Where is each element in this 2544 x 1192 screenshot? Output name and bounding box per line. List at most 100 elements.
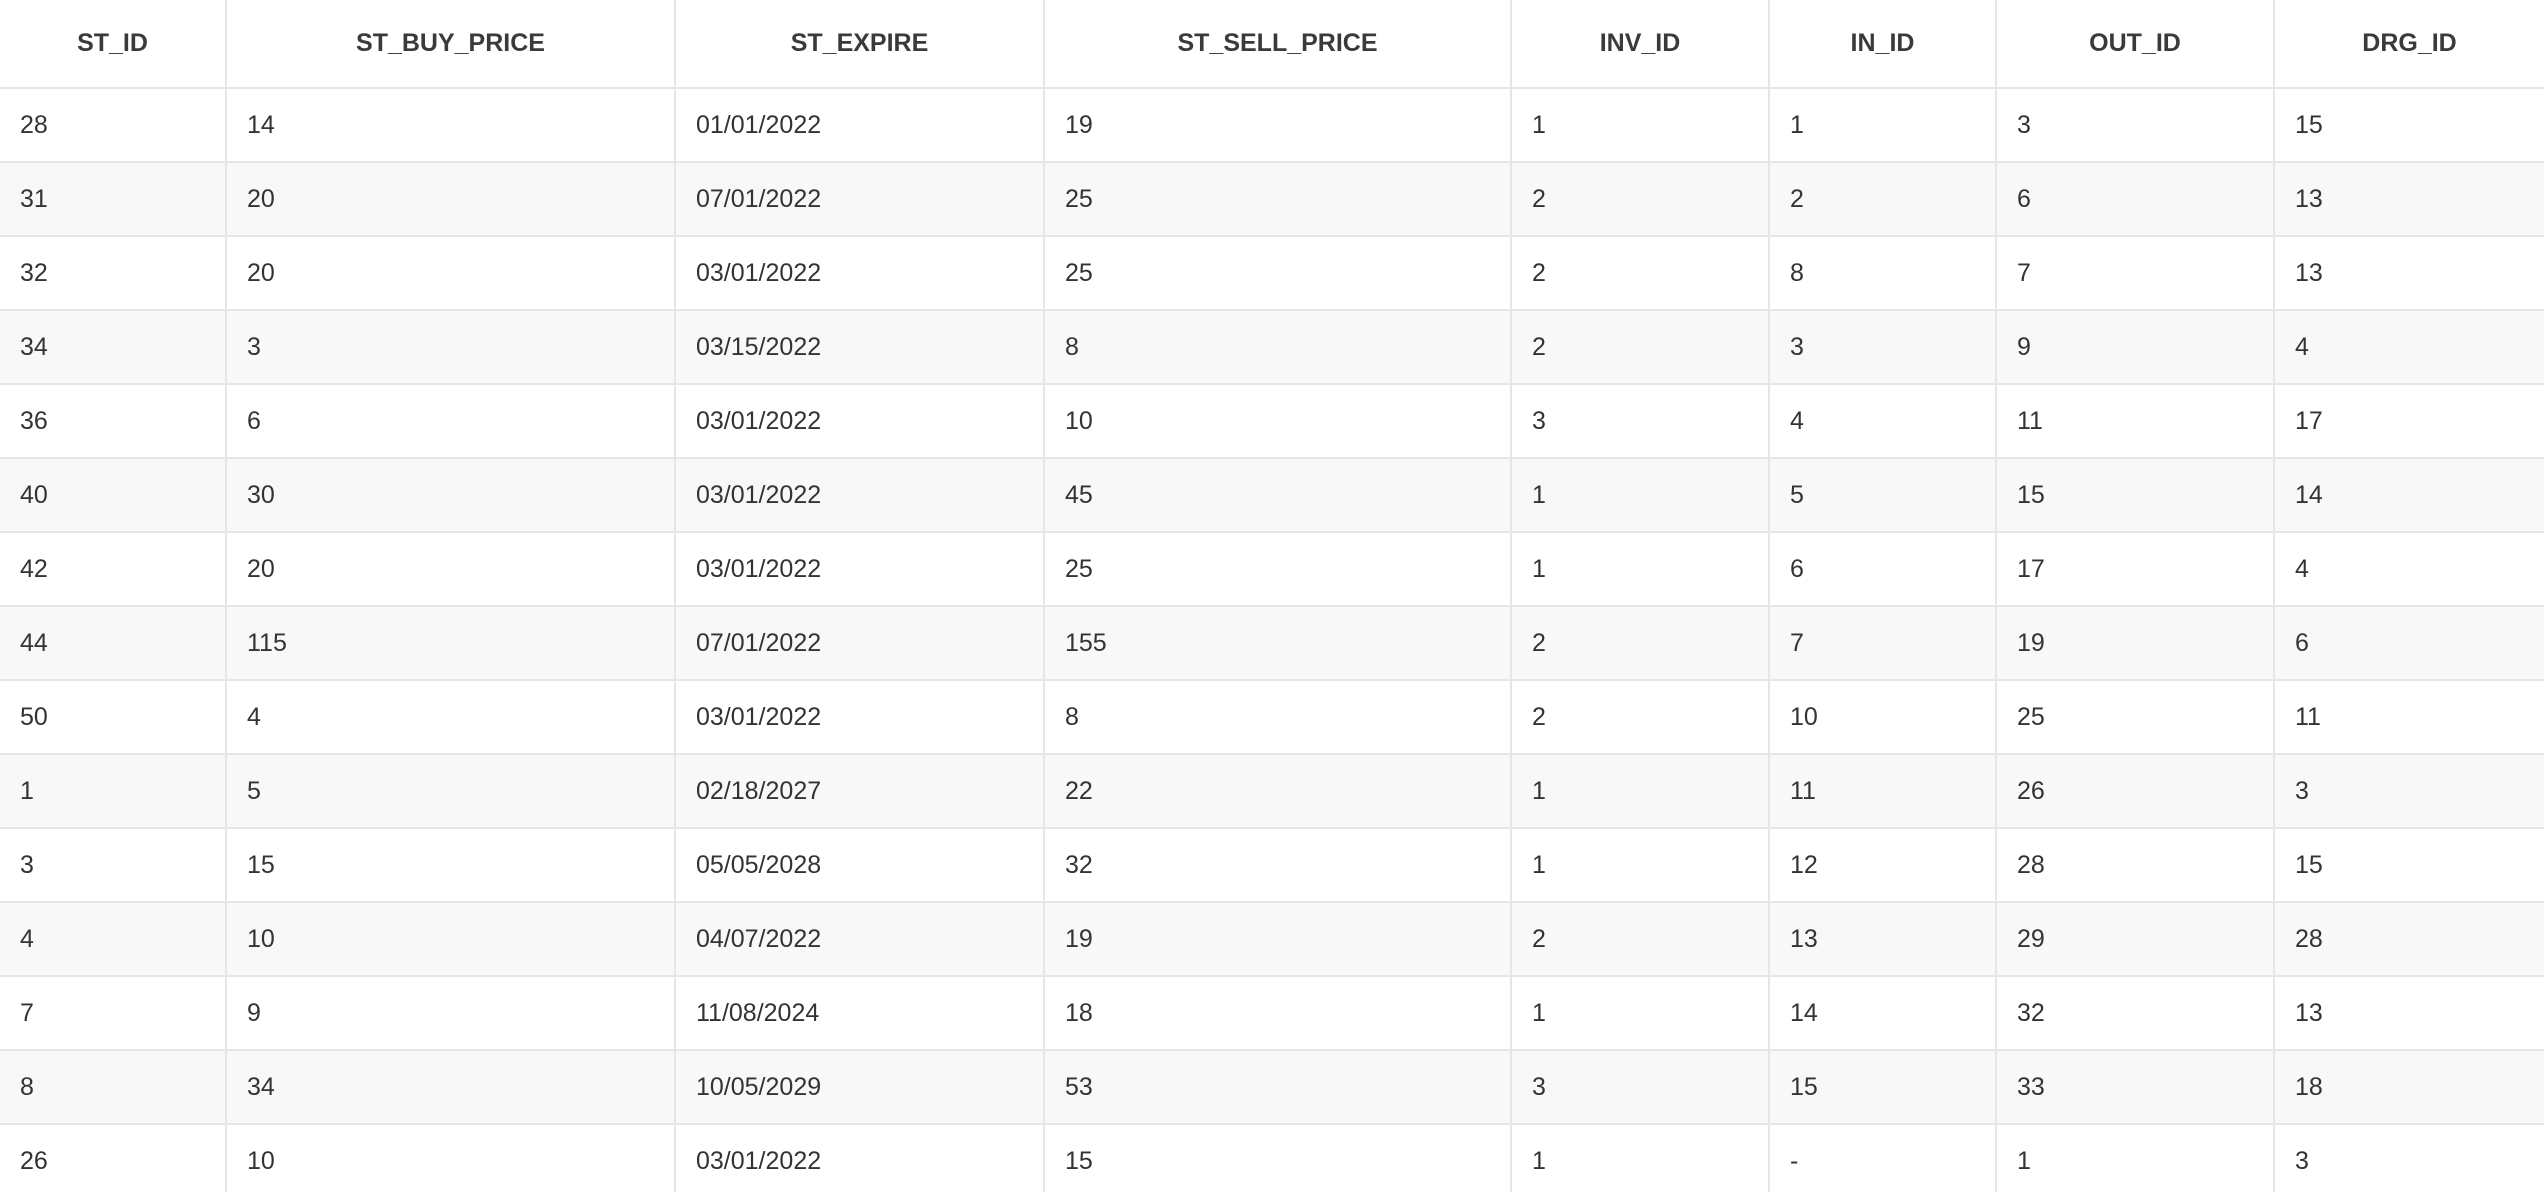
cell-inv-id[interactable]: 2 (1511, 606, 1770, 681)
cell-st-sell-price[interactable]: 25 (1044, 532, 1512, 607)
cell-st-expire[interactable]: 01/01/2022 (675, 88, 1045, 163)
cell-out-id[interactable]: 6 (1996, 162, 2275, 237)
cell-drg-id[interactable]: 17 (2274, 384, 2544, 459)
cell-in-id[interactable]: 15 (1769, 1050, 1997, 1125)
table-row[interactable]: 42 20 03/01/2022 25 1 6 17 4 (0, 532, 2544, 607)
cell-st-sell-price[interactable]: 53 (1044, 1050, 1512, 1125)
table-row[interactable]: 44 115 07/01/2022 155 2 7 19 6 (0, 606, 2544, 681)
cell-st-id[interactable]: 26 (0, 1124, 227, 1192)
cell-st-sell-price[interactable]: 45 (1044, 458, 1512, 533)
cell-st-expire[interactable]: 02/18/2027 (675, 754, 1045, 829)
cell-st-sell-price[interactable]: 22 (1044, 754, 1512, 829)
cell-st-expire[interactable]: 04/07/2022 (675, 902, 1045, 977)
cell-st-buy-price[interactable]: 115 (226, 606, 676, 681)
cell-out-id[interactable]: 32 (1996, 976, 2275, 1051)
cell-st-expire[interactable]: 11/08/2024 (675, 976, 1045, 1051)
cell-st-expire[interactable]: 03/15/2022 (675, 310, 1045, 385)
table-row[interactable]: 26 10 03/01/2022 15 1-1 3 (0, 1124, 2544, 1192)
column-header-st-buy-price[interactable]: ST_BUY_PRICE (226, 0, 676, 89)
cell-out-id[interactable]: 28 (1996, 828, 2275, 903)
cell-st-sell-price[interactable]: 10 (1044, 384, 1512, 459)
cell-st-id[interactable]: 3 (0, 828, 227, 903)
cell-inv-id[interactable]: 3 (1511, 1050, 1770, 1125)
cell-st-expire[interactable]: 03/01/2022 (675, 532, 1045, 607)
cell-in-id[interactable]: 8 (1769, 236, 1997, 311)
cell-in-id[interactable]: 10 (1769, 680, 1997, 755)
cell-st-id[interactable]: 32 (0, 236, 227, 311)
cell-in-id[interactable]: 13 (1769, 902, 1997, 977)
column-header-out-id[interactable]: OUT_ID (1996, 0, 2275, 89)
cell-out-id[interactable]: 15 (1996, 458, 2275, 533)
table-row[interactable]: 40 30 03/01/2022 45 1 5 15 14 (0, 458, 2544, 533)
cell-st-buy-price[interactable]: 5 (226, 754, 676, 829)
cell-out-id[interactable]: 11 (1996, 384, 2275, 459)
cell-in-id[interactable]: 2 (1769, 162, 1997, 237)
cell-st-buy-price[interactable]: 6 (226, 384, 676, 459)
cell-inv-id[interactable]: 1 (1511, 976, 1770, 1051)
cell-st-expire[interactable]: 05/05/2028 (675, 828, 1045, 903)
cell-inv-id[interactable]: 2 (1511, 902, 1770, 977)
cell-in-id[interactable]: 4 (1769, 384, 1997, 459)
cell-st-buy-price[interactable]: 15 (226, 828, 676, 903)
cell-st-buy-price[interactable]: 9 (226, 976, 676, 1051)
table-row[interactable]: 50 4 03/01/2022 8 2 10 25 11 (0, 680, 2544, 755)
cell-in-id[interactable]: 6 (1769, 532, 1997, 607)
cell-drg-id[interactable]: 3 (2274, 754, 2544, 829)
cell-st-id[interactable]: 28 (0, 88, 227, 163)
cell-drg-id[interactable]: 18 (2274, 1050, 2544, 1125)
cell-in-id[interactable]: - (1769, 1124, 1997, 1192)
cell-inv-id[interactable]: 1 (1511, 532, 1770, 607)
cell-in-id[interactable]: 3 (1769, 310, 1997, 385)
cell-st-expire[interactable]: 03/01/2022 (675, 1124, 1045, 1192)
cell-st-expire[interactable]: 03/01/2022 (675, 384, 1045, 459)
cell-st-sell-price[interactable]: 8 (1044, 310, 1512, 385)
cell-inv-id[interactable]: 2 (1511, 310, 1770, 385)
cell-st-buy-price[interactable]: 30 (226, 458, 676, 533)
cell-inv-id[interactable]: 2 (1511, 162, 1770, 237)
cell-drg-id[interactable]: 11 (2274, 680, 2544, 755)
cell-inv-id[interactable]: 2 (1511, 236, 1770, 311)
cell-out-id[interactable]: 19 (1996, 606, 2275, 681)
cell-st-id[interactable]: 7 (0, 976, 227, 1051)
cell-st-buy-price[interactable]: 10 (226, 902, 676, 977)
cell-in-id[interactable]: 14 (1769, 976, 1997, 1051)
cell-st-id[interactable]: 40 (0, 458, 227, 533)
cell-inv-id[interactable]: 1 (1511, 458, 1770, 533)
column-header-st-id[interactable]: ST_ID (0, 0, 227, 89)
cell-drg-id[interactable]: 4 (2274, 532, 2544, 607)
table-row[interactable]: 8 34 10/05/2029 53 3 15 33 18 (0, 1050, 2544, 1125)
column-header-in-id[interactable]: IN_ID (1769, 0, 1997, 89)
cell-st-buy-price[interactable]: 3 (226, 310, 676, 385)
cell-st-sell-price[interactable]: 25 (1044, 162, 1512, 237)
cell-inv-id[interactable]: 1 (1511, 828, 1770, 903)
cell-st-buy-price[interactable]: 10 (226, 1124, 676, 1192)
table-row[interactable]: 34 3 03/15/2022 8 2 3 9 4 (0, 310, 2544, 385)
cell-in-id[interactable]: 1 (1769, 88, 1997, 163)
cell-st-sell-price[interactable]: 18 (1044, 976, 1512, 1051)
cell-drg-id[interactable]: 15 (2274, 88, 2544, 163)
cell-out-id[interactable]: 9 (1996, 310, 2275, 385)
cell-inv-id[interactable]: 1 (1511, 754, 1770, 829)
cell-st-expire[interactable]: 03/01/2022 (675, 236, 1045, 311)
cell-in-id[interactable]: 7 (1769, 606, 1997, 681)
table-row[interactable]: 3 15 05/05/2028 32 1 12 28 15 (0, 828, 2544, 903)
cell-in-id[interactable]: 11 (1769, 754, 1997, 829)
cell-in-id[interactable]: 12 (1769, 828, 1997, 903)
cell-st-id[interactable]: 31 (0, 162, 227, 237)
cell-st-expire[interactable]: 03/01/2022 (675, 458, 1045, 533)
column-header-inv-id[interactable]: INV_ID (1511, 0, 1770, 89)
cell-drg-id[interactable]: 13 (2274, 976, 2544, 1051)
cell-st-id[interactable]: 44 (0, 606, 227, 681)
cell-st-buy-price[interactable]: 34 (226, 1050, 676, 1125)
cell-st-buy-price[interactable]: 4 (226, 680, 676, 755)
cell-st-expire[interactable]: 03/01/2022 (675, 680, 1045, 755)
cell-st-sell-price[interactable]: 19 (1044, 902, 1512, 977)
cell-st-sell-price[interactable]: 8 (1044, 680, 1512, 755)
cell-out-id[interactable]: 25 (1996, 680, 2275, 755)
cell-st-buy-price[interactable]: 20 (226, 236, 676, 311)
cell-st-id[interactable]: 50 (0, 680, 227, 755)
column-header-st-expire[interactable]: ST_EXPIRE (675, 0, 1045, 89)
cell-st-id[interactable]: 8 (0, 1050, 227, 1125)
cell-st-sell-price[interactable]: 155 (1044, 606, 1512, 681)
cell-st-buy-price[interactable]: 20 (226, 162, 676, 237)
